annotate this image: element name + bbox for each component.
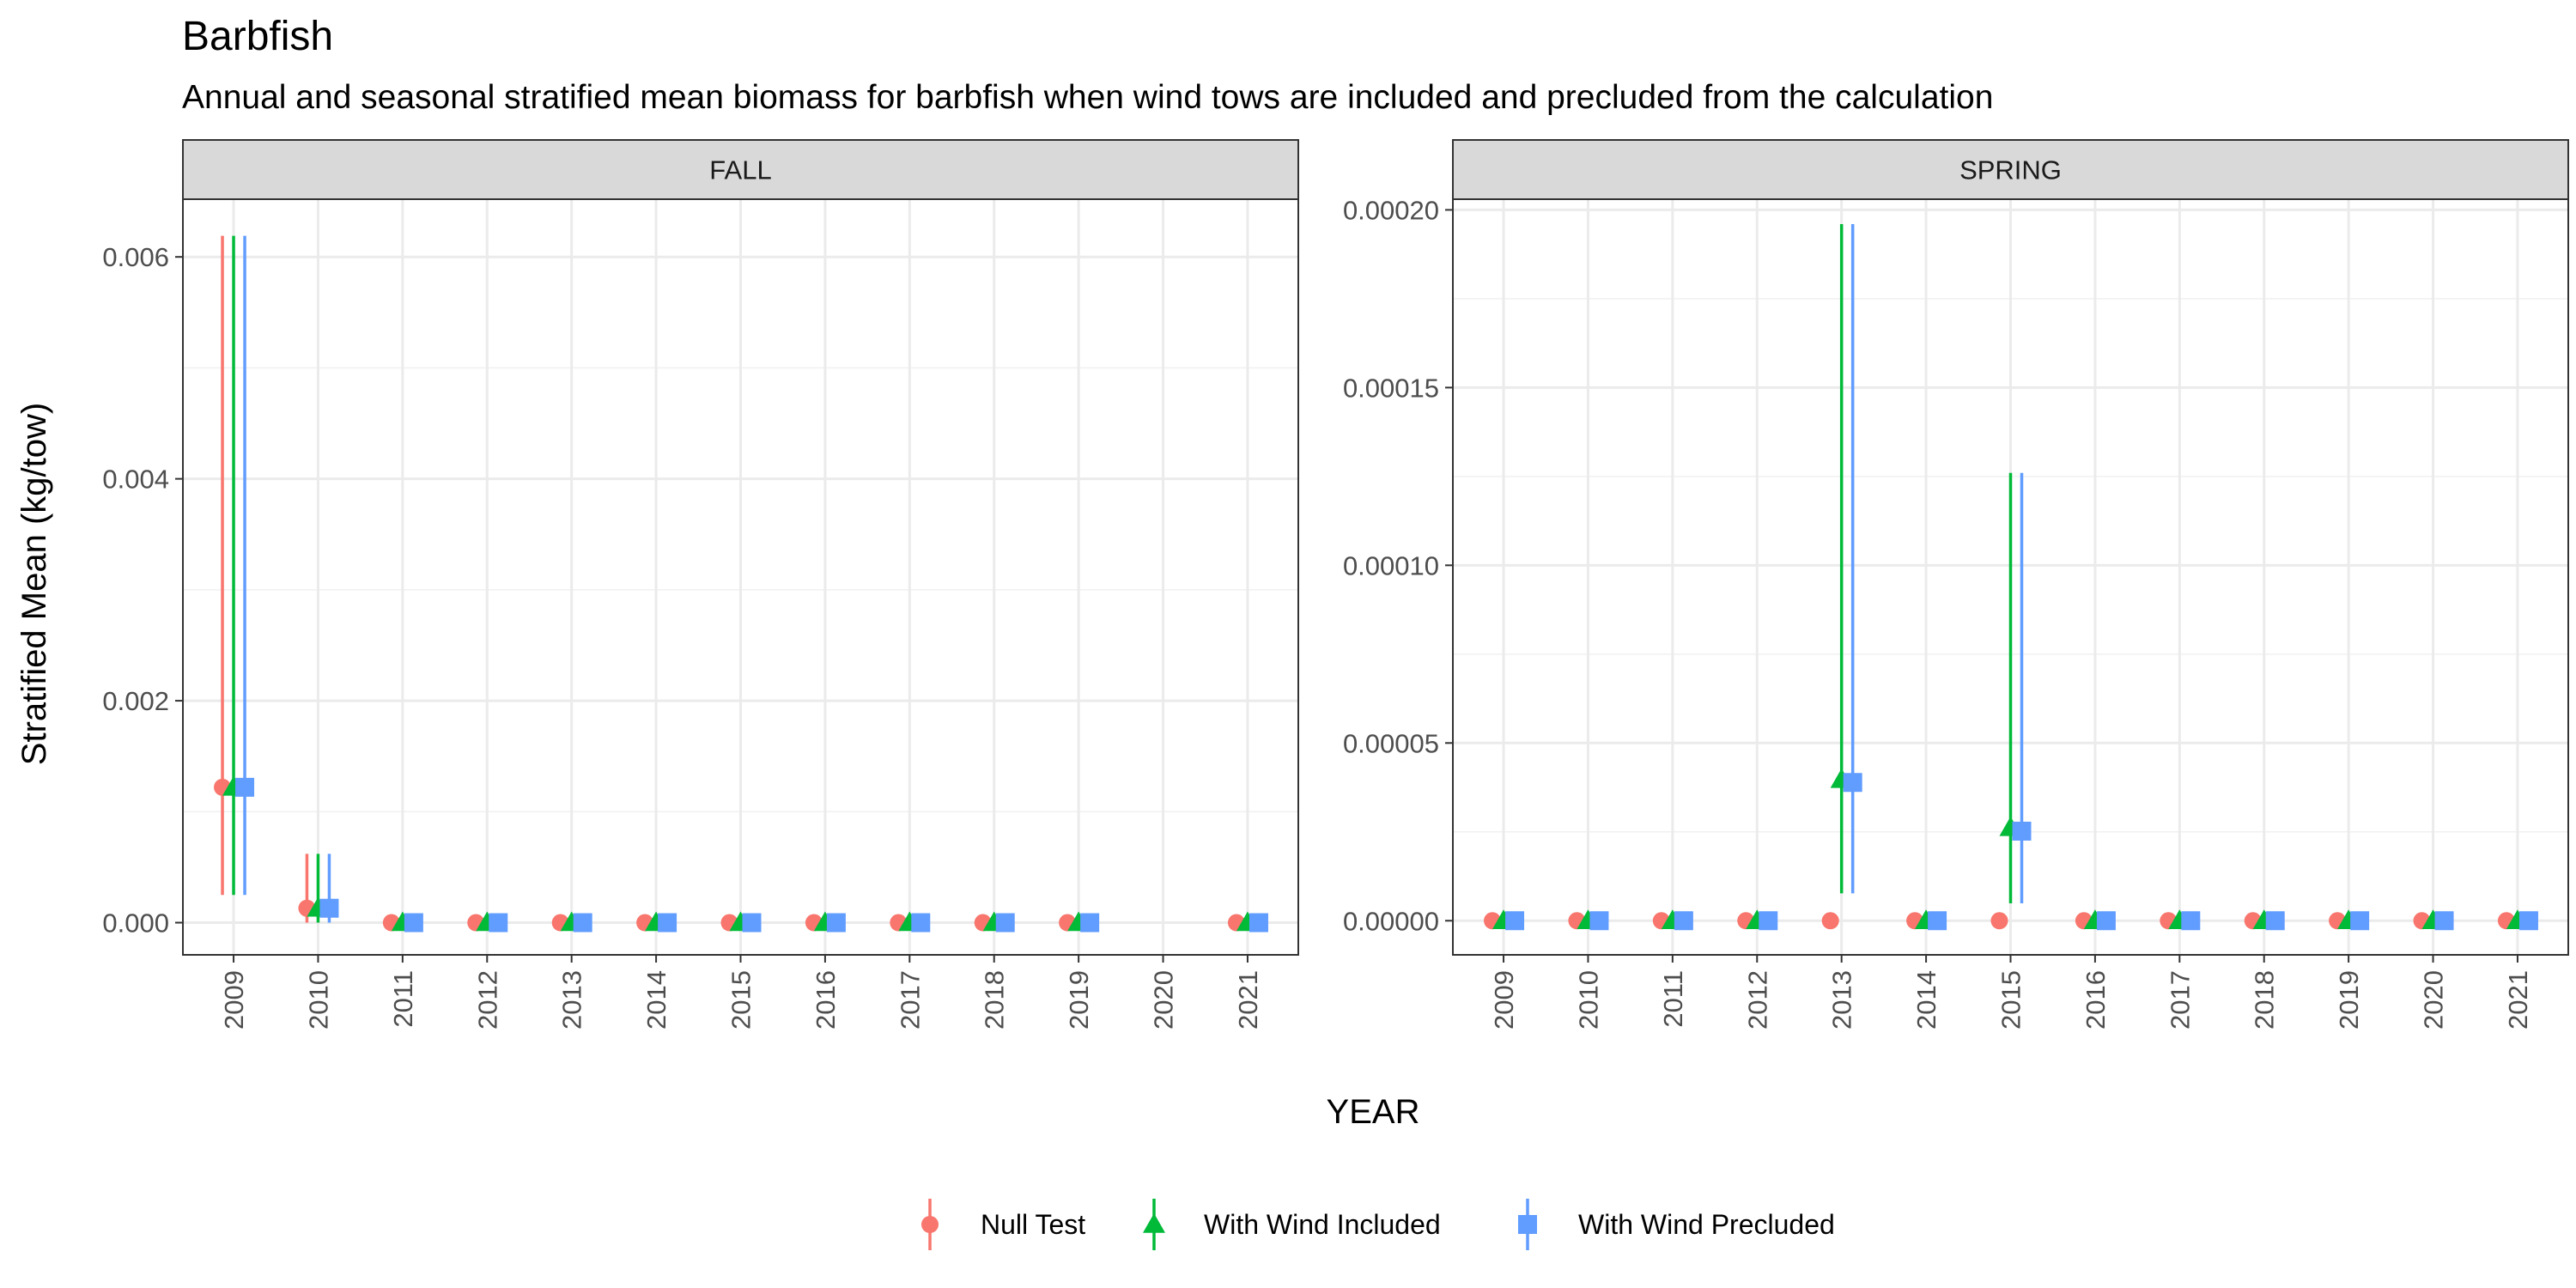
chart-subtitle: Annual and seasonal stratified mean biom… (182, 79, 1993, 116)
data-point (2012, 821, 2032, 841)
data-point (1928, 911, 1947, 931)
y-tick-label: 0.00010 (1343, 550, 1439, 580)
x-tick-label: 2014 (641, 970, 671, 1030)
x-tick-label: 2013 (557, 970, 587, 1030)
data-point (1080, 913, 1100, 933)
facet-strip-label: SPRING (1959, 155, 2062, 185)
x-tick-label: 2012 (472, 970, 502, 1030)
y-axis-title: Stratified Mean (kg/tow) (15, 403, 53, 765)
x-tick-label: 2016 (2081, 970, 2111, 1030)
x-tick-label: 2011 (388, 970, 418, 1028)
panel-spring: SPRING 0.00000 0.00005 0.00010 0.00015 0.0002… (1343, 139, 2569, 1030)
data-point (1821, 912, 1839, 930)
x-tick-label: 2015 (1996, 970, 2026, 1030)
data-point (911, 913, 931, 933)
data-point (573, 913, 592, 933)
data-point (2434, 911, 2454, 931)
facet-strip (182, 139, 1299, 200)
legend-label: With Wind Included (1204, 1209, 1441, 1240)
y-tick-label: 0.00005 (1343, 728, 1439, 758)
data-point (489, 913, 508, 933)
x-tick-label: 2016 (811, 970, 841, 1030)
series-with-wind-precluded (1505, 223, 2538, 931)
legend-label: Null Test (981, 1209, 1085, 1240)
y-tick-label: 0.002 (102, 686, 169, 716)
x-tick-label: 2017 (895, 970, 925, 1030)
data-point (1990, 912, 2008, 930)
data-point (1843, 773, 1862, 793)
data-point (742, 913, 762, 933)
x-tick-label: 2010 (303, 970, 333, 1030)
legend-item: With Wind Precluded (1518, 1199, 1835, 1250)
x-tick-label: 2010 (1573, 970, 1603, 1030)
x-axis-title: YEAR (1327, 1093, 1420, 1131)
series-with-wind-precluded (235, 235, 1268, 933)
legend-label: With Wind Precluded (1578, 1209, 1835, 1240)
y-tick-label: 0.00000 (1343, 906, 1439, 936)
data-point (1589, 911, 1609, 931)
x-tick-label: 2014 (1911, 970, 1941, 1030)
data-point (1674, 911, 1693, 931)
data-point (1759, 911, 1778, 931)
data-point (1505, 911, 1525, 931)
x-tick-label: 2019 (2334, 970, 2364, 1030)
facet-strip (1452, 139, 2569, 200)
x-tick-label: 2015 (726, 970, 756, 1030)
facet-panels: FALL 0.000 0.002 0.004 0.006 2009 2010 2011 2012… (102, 139, 2569, 1030)
data-point (2265, 911, 2285, 931)
x-tick-label: 2018 (2250, 970, 2280, 1030)
facet-strip-label: FALL (709, 155, 771, 185)
x-tick-label: 2013 (1827, 970, 1857, 1030)
x-tick-label: 2011 (1658, 970, 1688, 1028)
data-point (658, 913, 677, 933)
data-point (995, 913, 1015, 933)
panel-border (1452, 198, 2569, 956)
x-tick-label: 2019 (1064, 970, 1094, 1030)
data-point (235, 777, 255, 797)
data-point (2350, 911, 2370, 931)
x-tick-label: 2012 (1742, 970, 1772, 1030)
x-tick-label: 2009 (1489, 970, 1519, 1030)
panel-fall: FALL 0.000 0.002 0.004 0.006 2009 2010 2011 2012… (102, 139, 1299, 1030)
y-tick-label: 0.000 (102, 908, 169, 939)
legend-item: Null Test (921, 1199, 1085, 1250)
data-point (2518, 911, 2538, 931)
legend: Null Test With Wind Included With Wind Pre… (921, 1199, 1835, 1250)
legend-key-marker (1518, 1215, 1537, 1234)
data-point (319, 898, 339, 918)
y-tick-label: 0.00020 (1343, 195, 1439, 225)
x-tick-label: 2021 (1233, 970, 1263, 1030)
x-tick-label: 2020 (1149, 970, 1179, 1030)
data-point (1249, 913, 1268, 933)
data-point (2181, 911, 2201, 931)
x-tick-label: 2020 (2419, 970, 2449, 1030)
x-tick-label: 2009 (219, 970, 249, 1030)
x-tick-label: 2021 (2503, 970, 2533, 1030)
legend-item: With Wind Included (1143, 1199, 1441, 1250)
x-tick-label: 2018 (980, 970, 1010, 1030)
y-tick-label: 0.004 (102, 465, 169, 495)
panel-border (182, 198, 1299, 956)
y-tick-label: 0.00015 (1343, 373, 1439, 403)
legend-key-marker (1143, 1213, 1165, 1233)
data-point (404, 913, 423, 933)
legend-key-marker (921, 1216, 939, 1233)
y-tick-label: 0.006 (102, 242, 169, 272)
data-point (2096, 911, 2116, 931)
chart-title: Barbfish (182, 14, 333, 59)
series-null-test (214, 235, 1245, 932)
data-point (826, 913, 846, 933)
x-tick-label: 2017 (2165, 970, 2195, 1030)
